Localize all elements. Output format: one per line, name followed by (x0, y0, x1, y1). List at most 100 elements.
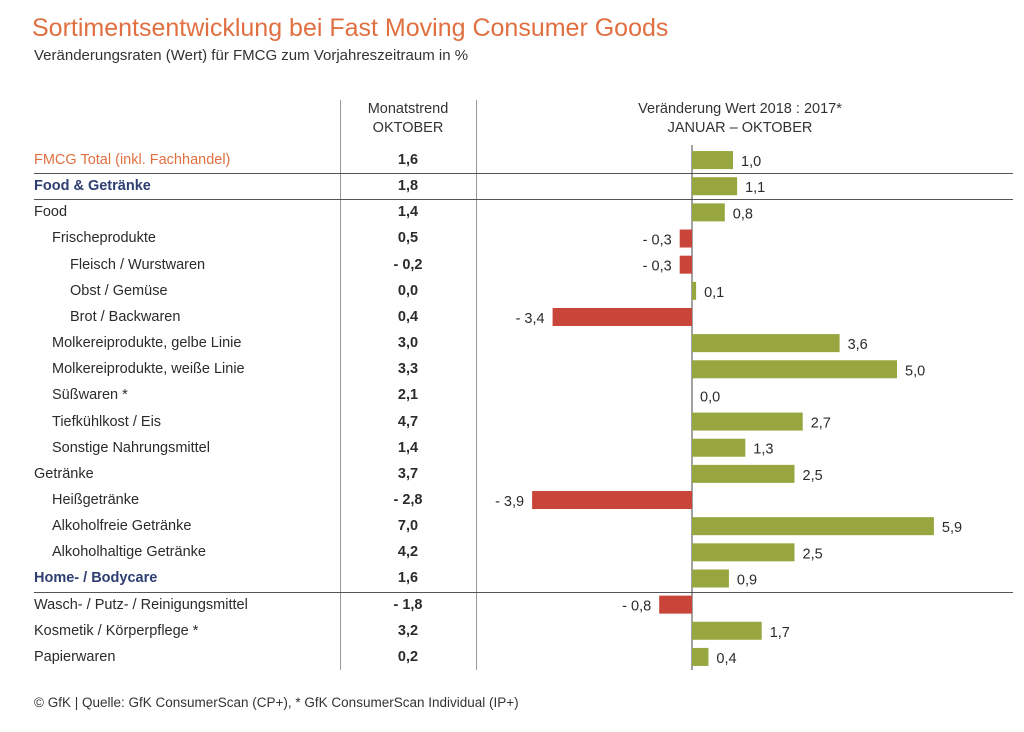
bar (692, 281, 697, 300)
bar-value-label: 1,7 (770, 625, 790, 641)
category-label: Alkoholfreie Getränke (52, 513, 191, 539)
bar-value-label: 2,5 (803, 546, 823, 562)
category-label: Food & Getränke (34, 173, 151, 199)
monthly-trend-value: 4,2 (397, 544, 419, 561)
bar-value-label: 0,9 (737, 572, 757, 588)
monthly-trend-value: 0,5 (397, 230, 419, 247)
bar-value-label: 3,6 (848, 337, 868, 353)
category-label: Molkereiprodukte, gelbe Linie (52, 330, 241, 356)
chart-subtitle: Veränderungsraten (Wert) für FMCG zum Vo… (34, 47, 469, 64)
monthly-trend-value: 0,2 (397, 648, 419, 665)
monthly-header-line1: Monatstrend (367, 101, 449, 117)
category-label: Molkereiprodukte, weiße Linie (52, 356, 245, 382)
category-label-text: FMCG Total (34, 152, 112, 168)
change-header-line2: JANUAR – OKTOBER (667, 120, 813, 136)
category-label-text: Obst / Gemüse (70, 282, 168, 299)
bar-value-label: 0,0 (700, 389, 720, 405)
bar (692, 464, 795, 483)
monthly-trend-value: 4,7 (397, 413, 419, 430)
row-separator (34, 592, 1013, 593)
category-label: Food (34, 199, 67, 225)
bar (692, 360, 897, 379)
monthly-trend-value: - 2,8 (393, 491, 423, 508)
bar-value-label: 5,9 (942, 520, 962, 536)
category-label-text: Frischeprodukte (52, 230, 156, 247)
category-label-suffix: (inkl. Fachhandel) (111, 152, 231, 168)
monthly-trend-value: 3,3 (397, 361, 419, 378)
category-label: Kosmetik / Körperpflege * (34, 618, 198, 644)
category-label-text: Home- / Bodycare (34, 570, 158, 587)
bar-value-label: - 0,8 (622, 599, 651, 615)
bar-value-label: - 3,4 (516, 311, 545, 327)
category-label: Tiefkühlkost / Eis (52, 409, 161, 435)
category-label: Papierwaren (34, 644, 115, 670)
column-divider-right (476, 100, 477, 670)
category-label: Obst / Gemüse (70, 278, 168, 304)
monthly-trend-value: - 0,2 (393, 256, 423, 273)
category-label-text: Süßwaren * (52, 387, 128, 404)
bar-value-label: 2,5 (803, 468, 823, 484)
bar-value-label: 1,1 (745, 180, 765, 196)
category-label: FMCG Total (inkl. Fachhandel) (34, 147, 230, 173)
category-label-text: Tiefkühlkost / Eis (52, 413, 162, 430)
monthly-trend-value: 3,2 (397, 622, 419, 639)
bar (692, 569, 729, 588)
monthly-trend-value: 3,7 (397, 465, 419, 482)
monthly-trend-value: - 1,8 (393, 596, 423, 613)
monthly-trend-value: 7,0 (397, 518, 419, 535)
monthly-trend-value: 1,4 (397, 204, 419, 221)
bar-value-label: 1,3 (753, 442, 773, 458)
category-label: Fleisch / Wurstwaren (70, 252, 205, 278)
bar (532, 491, 692, 510)
bar (552, 307, 692, 326)
bar (679, 229, 692, 248)
bar (692, 543, 795, 562)
bar (692, 621, 762, 640)
category-label: Sonstige Nahrungsmittel (52, 435, 210, 461)
bar-value-label: 1,0 (741, 154, 761, 170)
monthly-trend-value: 3,0 (397, 335, 419, 352)
source-footer: © GfK | Quelle: GfK ConsumerScan (CP+), … (34, 695, 519, 710)
monthly-trend-value: 1,4 (397, 439, 419, 456)
bar (692, 412, 803, 431)
category-label-text: Alkoholhaltige Getränke (52, 544, 206, 561)
monthly-trend-value: 1,6 (397, 570, 419, 587)
category-label: Heißgetränke (52, 487, 139, 513)
monthly-column-header: Monatstrend OKTOBER (340, 100, 476, 138)
category-label: Brot / Backwaren (70, 304, 180, 330)
monthly-header-line2: OKTOBER (372, 120, 444, 136)
chart-title: Sortimentsentwicklung bei Fast Moving Co… (32, 14, 669, 42)
bar-value-label: - 0,3 (643, 259, 672, 275)
bar-value-label: - 3,9 (495, 494, 524, 510)
category-label: Getränke (34, 461, 94, 487)
bar-value-label: 2,7 (811, 416, 831, 432)
category-label-text: Papierwaren (34, 648, 116, 665)
column-divider-left (340, 100, 341, 670)
bar (692, 517, 934, 536)
monthly-trend-value: 2,1 (397, 387, 419, 404)
change-header-line1: Veränderung Wert 2018 : 2017* (638, 101, 842, 117)
category-label-text: Kosmetik / Körperpflege * (34, 622, 199, 639)
monthly-trend-value: 0,0 (397, 282, 419, 299)
bar-value-label: 5,0 (905, 363, 925, 379)
category-label: Süßwaren * (52, 382, 128, 408)
monthly-trend-value: 1,6 (397, 152, 419, 168)
monthly-trend-value: 1,8 (397, 178, 419, 195)
category-label-text: Food (34, 204, 68, 221)
bar (692, 647, 709, 666)
category-label-text: Food & Getränke (34, 178, 151, 195)
category-label: Wasch- / Putz- / Reinigungsmittel (34, 592, 248, 618)
bar (692, 151, 733, 170)
monthly-trend-value: 0,4 (397, 308, 419, 325)
row-separator (34, 199, 1013, 200)
change-column-header: Veränderung Wert 2018 : 2017* JANUAR – O… (590, 100, 890, 138)
bar (692, 203, 725, 222)
category-label-text: Heißgetränke (52, 491, 140, 508)
category-label-text: Alkoholfreie Getränke (52, 518, 192, 535)
category-label: Frischeprodukte (52, 225, 156, 251)
bar (679, 255, 692, 274)
category-label-text: Wasch- / Putz- / Reinigungsmittel (34, 596, 248, 613)
category-label: Alkoholhaltige Getränke (52, 539, 206, 565)
bar-value-label: - 0,3 (643, 233, 672, 249)
